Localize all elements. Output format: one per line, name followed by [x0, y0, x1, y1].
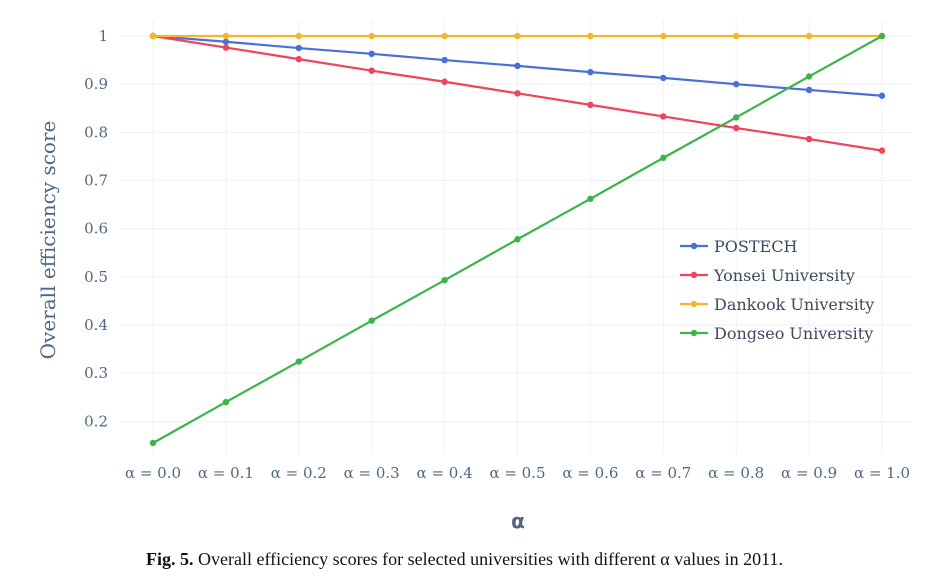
- data-point: [514, 62, 521, 70]
- data-point: [587, 68, 594, 76]
- legend-swatch-point: [690, 242, 698, 250]
- legend-label: Yonsei University: [713, 266, 855, 285]
- data-point: [878, 147, 886, 154]
- y-tick-label: 0.2: [84, 412, 108, 430]
- legend-label: Dankook University: [714, 295, 874, 314]
- figure-label: Fig. 5.: [146, 549, 194, 569]
- y-axis-title: Overall efficiency score: [36, 121, 60, 360]
- data-point: [660, 32, 667, 40]
- data-point: [587, 32, 594, 40]
- data-point: [805, 73, 813, 80]
- grid-lines: [120, 20, 912, 455]
- x-tick-label: α = 0.1: [198, 464, 254, 482]
- data-point: [660, 74, 667, 82]
- data-point: [222, 44, 230, 51]
- data-point: [149, 32, 157, 40]
- legend-swatch-point: [690, 329, 698, 337]
- x-tick-label: α = 0.2: [271, 464, 327, 482]
- figure-caption-text: Overall efficiency scores for selected u…: [198, 549, 783, 569]
- data-point: [514, 90, 521, 97]
- data-point: [441, 56, 448, 64]
- y-tick-label: 0.8: [84, 123, 108, 141]
- data-point: [660, 113, 667, 120]
- x-tick-label: α = 1.0: [854, 464, 910, 482]
- y-tick-labels: 0.2 0.3 0.4 0.5 0.6 0.7 0.8 0.9 1: [84, 27, 108, 430]
- x-tick-label: α = 0.4: [417, 464, 473, 482]
- y-tick-label: 0.7: [84, 171, 108, 189]
- data-point: [368, 317, 375, 324]
- x-tick-label: α = 0.9: [781, 464, 837, 482]
- legend: POSTECH Yonsei University Dankook Universi…: [680, 237, 874, 343]
- data-point: [514, 236, 521, 243]
- data-point: [733, 80, 740, 88]
- data-point: [733, 32, 740, 40]
- data-point: [222, 32, 230, 40]
- data-point: [878, 92, 886, 99]
- x-tick-label: α = 0.3: [344, 464, 400, 482]
- series-lines: [149, 32, 886, 447]
- data-point: [368, 32, 375, 40]
- x-tick-label: α = 0.0: [125, 464, 181, 482]
- data-point: [222, 398, 230, 406]
- data-point: [368, 67, 375, 74]
- x-tick-label: α = 0.7: [635, 464, 691, 482]
- x-tick-labels: α = 0.0 α = 0.1 α = 0.2 α = 0.3 α = 0.4 α = 0…: [125, 464, 910, 482]
- line-chart: 0.2 0.3 0.4 0.5 0.6 0.7 0.8 0.9 1 α = 0.0 α = 0.1…: [36, 20, 912, 533]
- x-tick-label: α = 0.5: [489, 464, 545, 482]
- x-tick-label: α = 0.8: [708, 464, 764, 482]
- legend-swatch-point: [690, 300, 698, 308]
- data-point: [733, 124, 740, 132]
- data-point: [805, 86, 813, 94]
- x-tick-label: α = 0.6: [562, 464, 618, 482]
- data-point: [514, 32, 521, 40]
- data-point: [295, 358, 302, 365]
- data-point: [295, 55, 302, 63]
- y-tick-label: 0.4: [84, 316, 108, 334]
- data-point: [587, 101, 594, 109]
- data-point: [222, 38, 230, 45]
- y-tick-label: 1: [98, 27, 108, 45]
- figure-caption: Fig. 5. Overall efficiency scores for se…: [0, 549, 929, 570]
- y-tick-label: 0.9: [84, 75, 108, 93]
- data-point: [295, 44, 302, 52]
- data-point: [805, 32, 813, 40]
- data-point: [441, 78, 448, 85]
- y-tick-label: 0.6: [84, 220, 108, 238]
- data-point: [733, 114, 740, 121]
- data-point: [878, 32, 886, 40]
- legend-label: Dongseo University: [714, 324, 873, 343]
- data-point: [149, 439, 157, 447]
- x-axis-title: α: [511, 509, 525, 533]
- data-point: [295, 32, 302, 40]
- legend-swatch-point: [690, 271, 698, 279]
- y-tick-label: 0.3: [84, 364, 108, 382]
- data-point: [368, 50, 375, 58]
- legend-label: POSTECH: [714, 237, 797, 256]
- y-tick-label: 0.5: [84, 268, 108, 286]
- data-point: [441, 277, 448, 284]
- data-point: [587, 195, 594, 202]
- data-point: [441, 32, 448, 40]
- data-point: [660, 154, 667, 162]
- data-point: [805, 135, 813, 143]
